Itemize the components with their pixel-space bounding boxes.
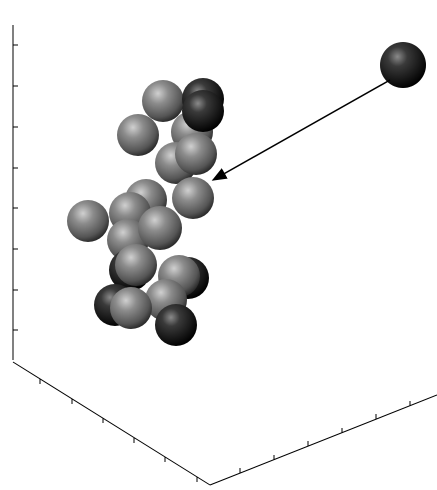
sphere [115,244,157,286]
page [0,0,437,490]
sphere [155,304,197,346]
x-axis-ticks [40,379,197,482]
sphere-figure [0,0,437,490]
sphere [138,206,182,250]
sphere [172,177,214,219]
sphere [67,200,109,242]
sphere [110,287,152,329]
sphere [182,90,224,132]
sphere [117,114,159,156]
z-axis-ticks [13,45,18,330]
sphere [142,80,184,122]
y-axis-line [210,395,437,485]
y-axis-ticks [240,401,410,473]
arrow [213,80,390,180]
axes [13,25,437,485]
spheres [67,42,426,346]
sphere [175,133,217,175]
x-axis-line [13,362,210,485]
